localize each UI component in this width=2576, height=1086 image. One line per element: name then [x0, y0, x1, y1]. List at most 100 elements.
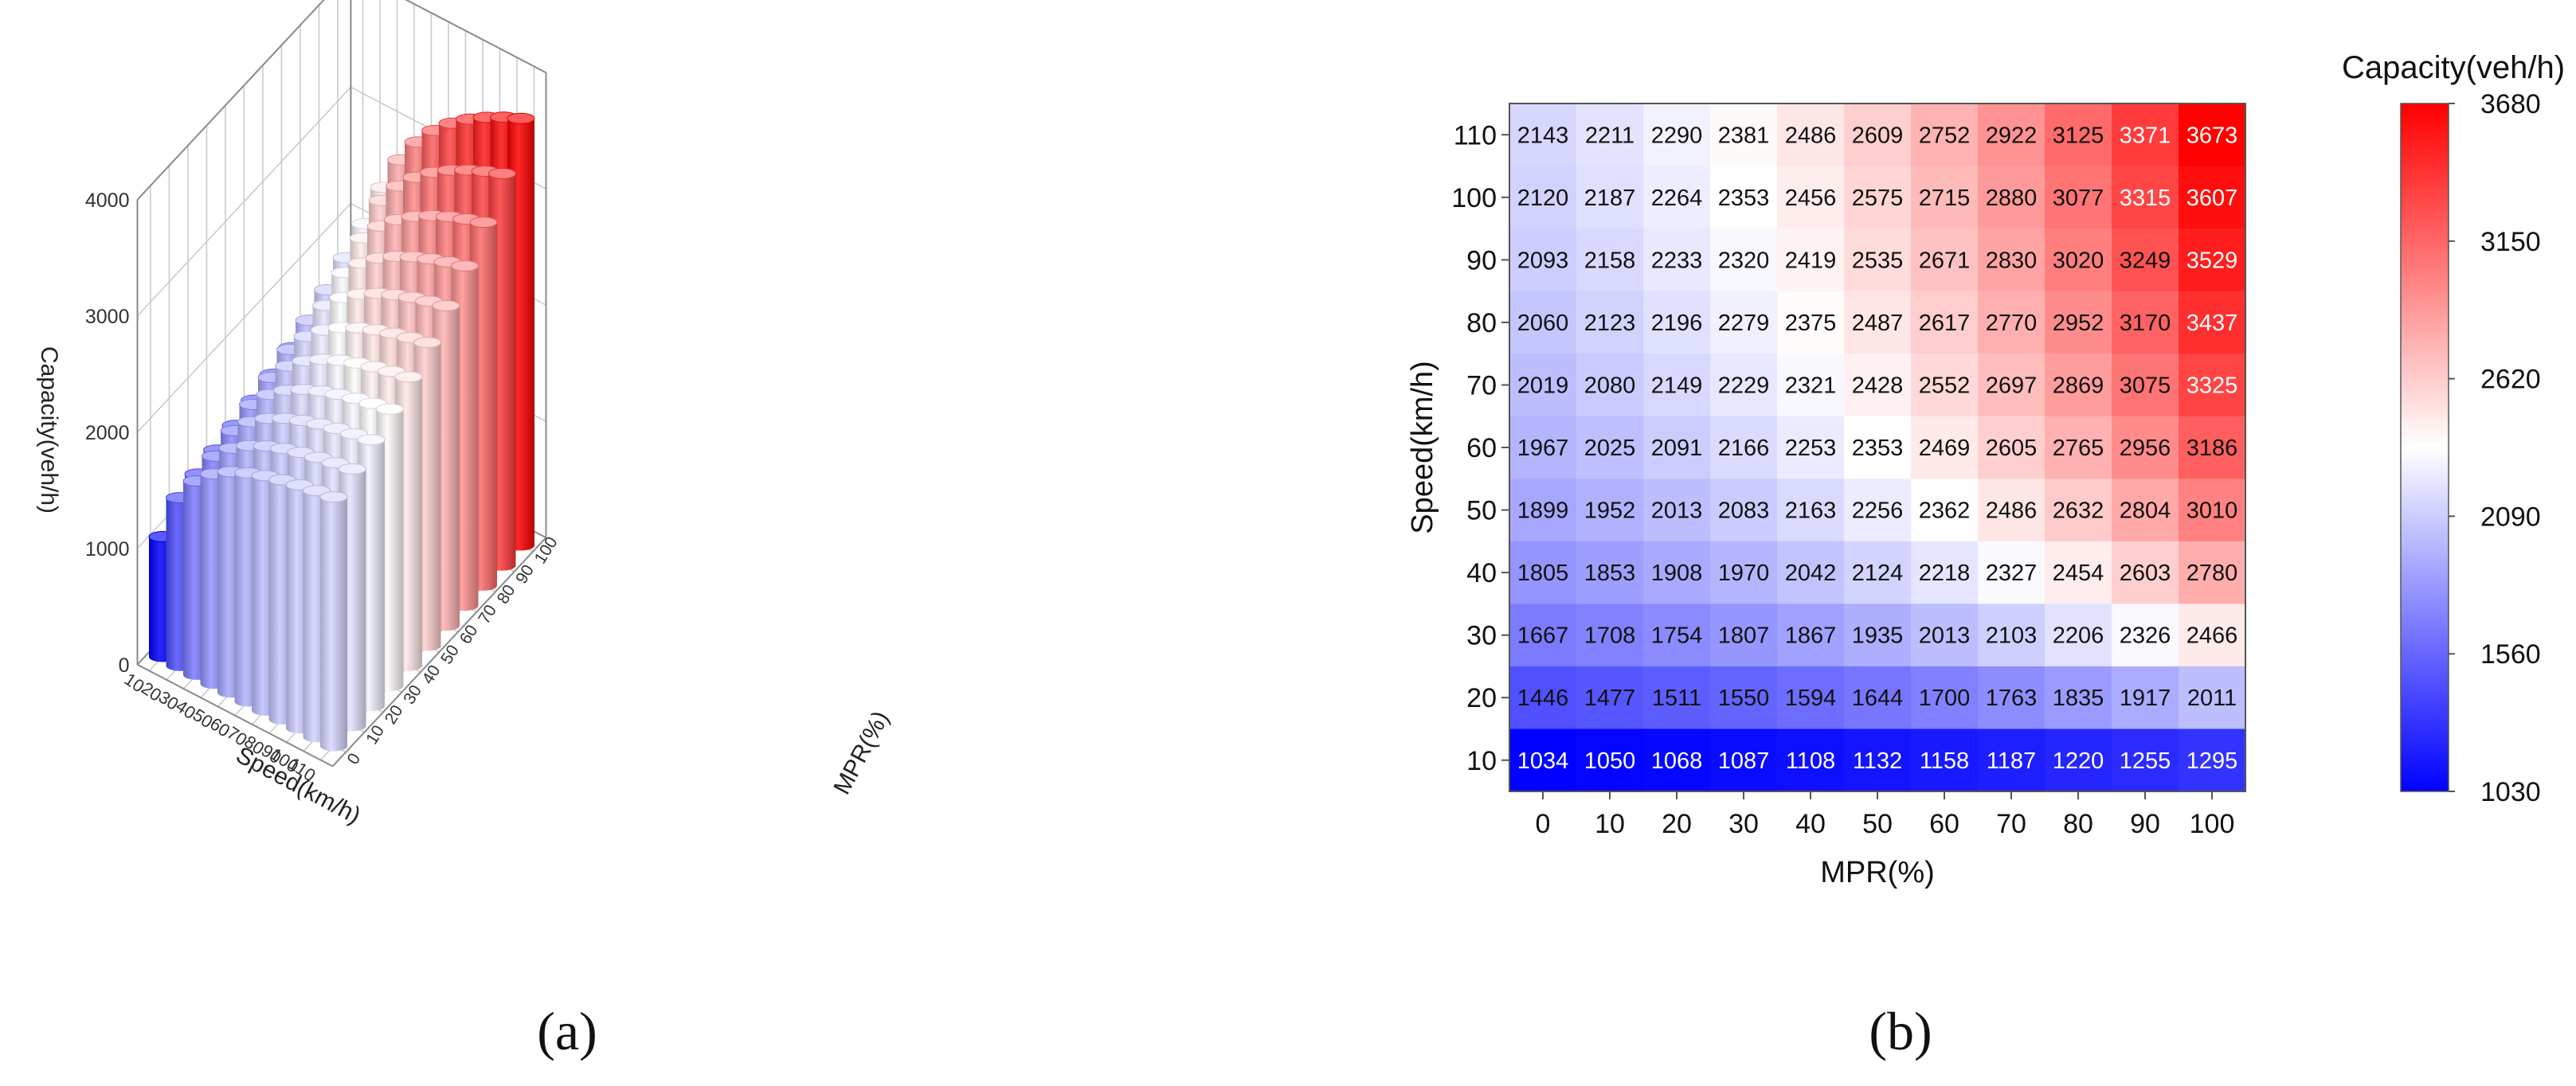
heatmap-cell	[2179, 416, 2246, 479]
heatmap-cell	[1911, 416, 1979, 479]
heatmap-cell-label: 2327	[1986, 561, 2038, 586]
mpr-tick-label: 10	[362, 722, 388, 748]
mpr-tick-label: 60	[456, 622, 482, 647]
heatmap-cell	[1710, 479, 1778, 542]
heatmap-cell	[1844, 354, 1912, 417]
heatmap-cell	[2045, 604, 2112, 667]
colorbar-ticks: 1030 1560 2090 2620 3150 3680	[2449, 89, 2541, 807]
colorbar-tick-label: 3150	[2480, 227, 2541, 257]
heatmap-cell	[2112, 354, 2179, 417]
axis-line	[136, 0, 325, 201]
heatmap-cell	[1844, 604, 1912, 667]
heatmap-cell	[1710, 729, 1778, 792]
heatmap-y-tick-label: 60	[1466, 433, 1497, 463]
heatmap-cell-label: 2671	[1919, 248, 1971, 273]
heatmap-cell-label: 2080	[1584, 373, 1636, 398]
mpr-tick-label: 80	[494, 582, 519, 607]
heatmap-cell	[1911, 479, 1979, 542]
heatmap-cell-label: 2320	[1718, 248, 1770, 273]
heatmap-cell-label: 1068	[1651, 748, 1703, 774]
heatmap-x-tick-label: 30	[1728, 809, 1759, 839]
heatmap-x-tick-label: 50	[1862, 809, 1893, 839]
heatmap-cell	[1710, 354, 1778, 417]
heatmap-cell-label: 2218	[1919, 561, 1971, 586]
colorbar-tick-label: 1030	[2480, 777, 2541, 807]
heatmap-cell-label: 2187	[1584, 186, 1636, 211]
heatmap-x-tick-label: 20	[1662, 809, 1692, 839]
heatmap-cell	[1710, 291, 1778, 354]
heatmap-cell	[1844, 416, 1912, 479]
heatmap-cell-label: 1952	[1584, 498, 1636, 524]
heatmap-cell	[2045, 354, 2112, 417]
heatmap-cell-label: 3170	[2120, 311, 2171, 336]
heatmap-cell	[1643, 541, 1711, 604]
panel-b-heatmap: 2143 2211 2290 2381 2486 2609 2752 2922 3125 3371…	[1406, 50, 2565, 889]
heatmap-cell-label: 2362	[1919, 498, 1971, 524]
heatmap-cell-label: 1550	[1718, 686, 1770, 711]
heatmap-cell-label: 2922	[1986, 123, 2038, 148]
heatmap-cell-label: 1187	[1987, 748, 2036, 774]
heatmap-cell	[1576, 479, 1644, 542]
grid-line	[136, 87, 351, 317]
heatmap-cell-label: 2765	[2053, 436, 2104, 461]
heatmap-cell-label: 1446	[1517, 686, 1569, 711]
heatmap-cell	[1911, 291, 1979, 354]
heatmap-cell	[1643, 291, 1711, 354]
heatmap-cell-label: 2469	[1919, 436, 1971, 461]
heatmap-cell-label: 1754	[1651, 623, 1703, 649]
heatmap-cell	[2112, 166, 2179, 229]
colorbar-tick-label: 2620	[2480, 365, 2541, 395]
heatmap-cell-label: 2163	[1785, 498, 1837, 524]
heatmap-cell	[1509, 604, 1577, 667]
heatmap-cell-label: 1050	[1584, 748, 1636, 774]
heatmap-cell-label: 1667	[1517, 623, 1569, 649]
heatmap-cell	[2112, 479, 2179, 542]
heatmap-cell	[1978, 604, 2046, 667]
heatmap-cell	[2045, 229, 2112, 292]
heatmap-cell-label: 2279	[1718, 311, 1770, 336]
axis-line	[405, 0, 546, 74]
heatmap-cell	[1978, 666, 2046, 730]
heatmap-cell	[1643, 104, 1711, 167]
heatmap-cell	[1710, 666, 1778, 730]
heatmap-cell	[1978, 291, 2046, 354]
heatmap-cell-label: 2256	[1852, 498, 1904, 524]
heatmap-cell	[1576, 666, 1644, 730]
heatmap-cell-label: 2124	[1852, 561, 1904, 586]
heatmap-cell	[1978, 541, 2046, 604]
heatmap-cell-label: 2091	[1651, 436, 1703, 461]
heatmap-cell-label: 2381	[1718, 123, 1770, 148]
heatmap-cell	[1978, 729, 2046, 792]
heatmap-cell-label: 1511	[1652, 686, 1701, 711]
heatmap-cell-label: 2466	[2186, 623, 2238, 649]
heatmap-cell-label: 1594	[1785, 686, 1837, 711]
heatmap-cell-label: 1807	[1718, 623, 1770, 649]
heatmap-cell	[2045, 291, 2112, 354]
heatmap-cell	[1911, 104, 1979, 167]
heatmap-cell-label: 3315	[2120, 186, 2171, 211]
panel-a-3d-bar-chart: 0100020003000400010203040506070809010011…	[36, 0, 895, 829]
heatmap-x-axis-label: MPR(%)	[1820, 856, 1935, 889]
heatmap-cell	[1777, 104, 1845, 167]
heatmap-cell	[2045, 729, 2112, 792]
heatmap-cell	[1777, 541, 1845, 604]
heatmap-y-tick-label: 110	[1454, 120, 1497, 150]
heatmap-cell-label: 1087	[1718, 748, 1770, 774]
heatmap-cell	[1710, 416, 1778, 479]
heatmap-cell-label: 2617	[1919, 311, 1971, 336]
heatmap-cell	[2179, 229, 2246, 292]
mpr-tick-label: 50	[437, 642, 463, 667]
heatmap-cell	[2112, 291, 2179, 354]
heatmap-y-tick-label: 70	[1466, 370, 1497, 400]
heatmap-y-tick-label: 20	[1466, 683, 1497, 713]
heatmap-cell	[1978, 229, 2046, 292]
heatmap-cell-label: 2952	[2053, 311, 2104, 336]
heatmap-cell	[1978, 104, 2046, 167]
heatmap-cell-label: 1220	[2053, 748, 2104, 774]
heatmap-cell-label: 3125	[2053, 123, 2104, 148]
heatmap-cell	[2045, 166, 2112, 229]
heatmap-cell-label: 1255	[2120, 748, 2171, 774]
heatmap-cell	[1576, 541, 1644, 604]
heatmap-cell	[1911, 166, 1979, 229]
